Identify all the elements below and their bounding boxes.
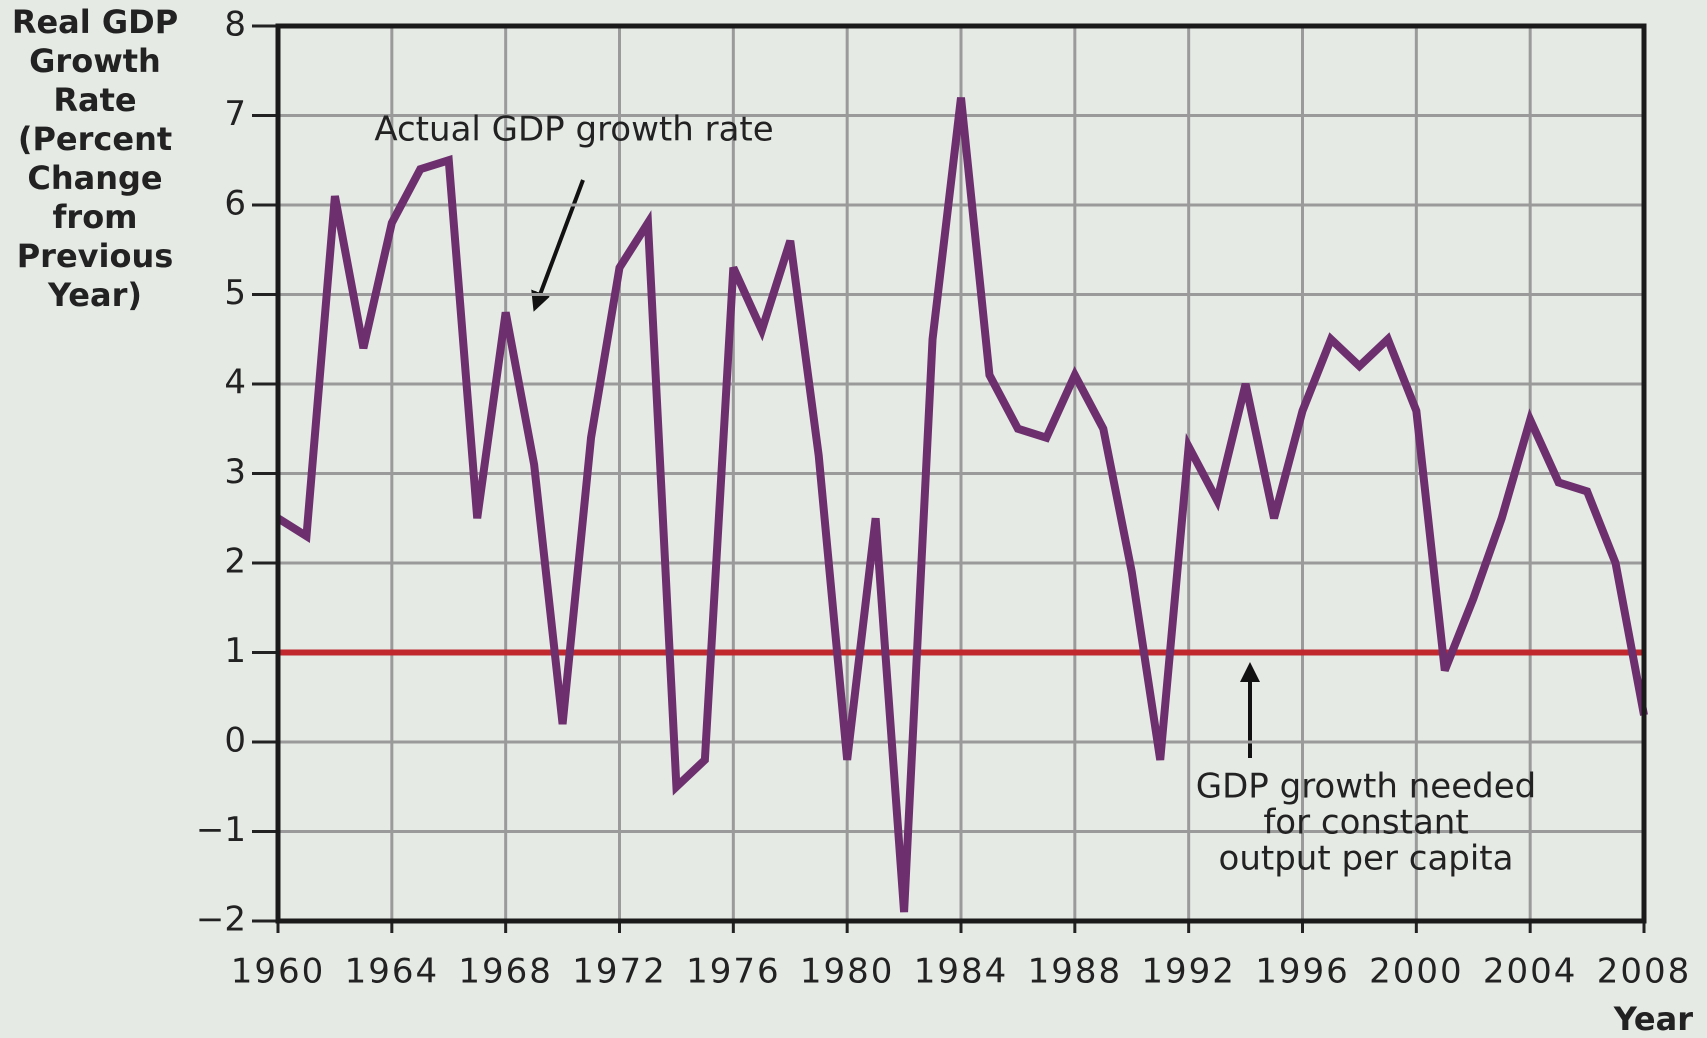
y-tick-label: 3 [224,452,246,492]
y-axis-label: Year) [47,276,142,314]
y-tick-label: 7 [224,94,246,134]
x-tick-label: 1984 [914,952,1009,992]
x-tick-label: 1960 [231,952,326,992]
y-tick-label: −2 [196,900,246,940]
x-tick-label: 1992 [1141,952,1236,992]
y-tick-label: 0 [224,721,246,761]
data-line [275,97,1648,913]
y-tick-label: 6 [224,184,246,224]
x-tick-label: 1964 [345,952,440,992]
x-tick-label: 1996 [1255,952,1350,992]
x-tick-label: 2000 [1369,952,1464,992]
y-tick-label: 4 [224,363,246,403]
x-tick-label: 2004 [1483,952,1578,992]
series-label: Actual GDP growth rate [374,110,773,150]
y-tick-label: 5 [224,273,246,313]
x-tick-label: 2008 [1597,952,1692,992]
x-tick-label: 1972 [572,952,667,992]
y-tick-label: −1 [196,810,246,850]
arrow [531,179,585,312]
y-tick-label: 2 [224,542,246,582]
x-tick-label: 1980 [800,952,895,992]
x-tick-label: 1988 [1028,952,1123,992]
y-axis-label: Real GDP [12,3,178,41]
y-axis-label: (Percent [18,120,172,158]
x-tick-label: 1968 [458,952,553,992]
y-axis-label: Rate [53,81,136,119]
annotation: output per capita [1219,839,1514,879]
x-axis-label: Year [1613,1000,1694,1038]
y-axis-label: Growth [29,42,161,80]
y-axis-label: Change [27,159,162,197]
y-tick-label: 1 [224,631,246,671]
y-axis-label: from [52,198,137,236]
x-tick-label: 1976 [686,952,781,992]
y-tick-label: 8 [224,5,246,45]
y-axis-label: Previous [17,237,174,275]
plot-frame [275,23,1647,924]
annotation: for constant [1263,803,1468,843]
annotation: GDP growth needed [1196,767,1536,807]
